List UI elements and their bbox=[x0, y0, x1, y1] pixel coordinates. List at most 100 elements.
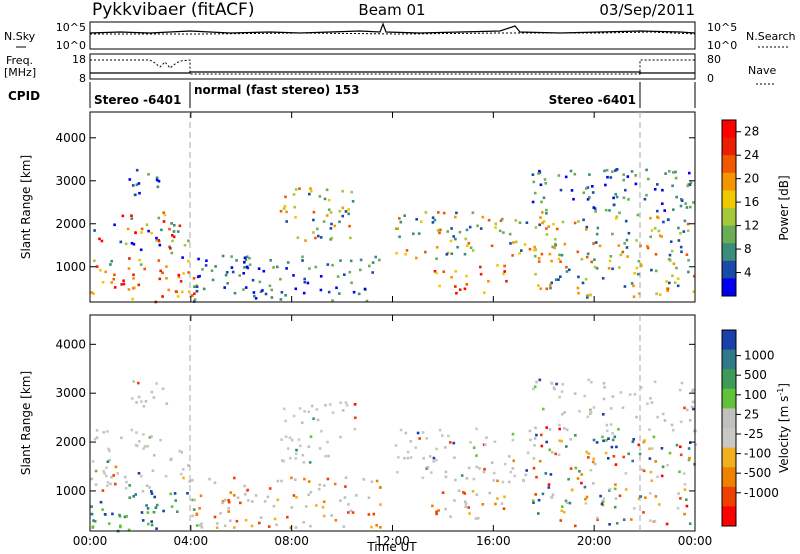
data-cell bbox=[301, 255, 304, 259]
data-cell bbox=[683, 488, 687, 491]
data-cell bbox=[130, 217, 134, 220]
data-cell bbox=[245, 255, 249, 259]
data-cell bbox=[631, 459, 634, 463]
data-cell bbox=[396, 227, 399, 231]
data-cell bbox=[560, 509, 564, 513]
data-cell bbox=[550, 496, 553, 499]
data-cell bbox=[150, 492, 154, 495]
data-cell bbox=[127, 288, 131, 291]
data-cell bbox=[221, 254, 225, 258]
data-cell bbox=[319, 288, 323, 292]
data-cell bbox=[463, 500, 467, 503]
data-cell bbox=[406, 450, 410, 454]
cpid-label: CPID bbox=[8, 89, 40, 103]
data-cell bbox=[537, 172, 540, 175]
data-cell bbox=[318, 195, 322, 198]
data-cell bbox=[252, 291, 256, 294]
data-cell bbox=[639, 262, 643, 266]
data-cell bbox=[650, 229, 654, 232]
data-cell bbox=[442, 211, 446, 215]
data-cell bbox=[533, 245, 536, 249]
data-cell bbox=[139, 248, 143, 252]
data-cell bbox=[502, 507, 506, 510]
data-cell bbox=[235, 259, 238, 262]
data-cell bbox=[251, 500, 254, 503]
sky-tick-top-left: 10^5 bbox=[56, 21, 86, 34]
velocity-xlabel: Time UT bbox=[366, 540, 417, 554]
data-cell bbox=[141, 490, 145, 493]
data-cell bbox=[494, 502, 497, 506]
data-cell bbox=[520, 249, 523, 252]
data-cell bbox=[314, 265, 318, 269]
data-cell bbox=[678, 388, 682, 392]
data-cell bbox=[124, 242, 128, 246]
data-cell bbox=[545, 227, 548, 230]
nave-tick-bottom: 0 bbox=[707, 72, 714, 85]
data-cell bbox=[653, 227, 657, 230]
data-cell bbox=[540, 252, 544, 256]
colorbar-tick-label: 25 bbox=[744, 407, 759, 421]
data-cell bbox=[593, 258, 596, 261]
data-cell bbox=[496, 264, 499, 267]
data-cell bbox=[619, 253, 623, 257]
data-cell bbox=[613, 435, 617, 439]
data-cell bbox=[192, 508, 196, 511]
data-cell bbox=[592, 438, 596, 442]
data-cell bbox=[273, 517, 277, 521]
data-cell bbox=[152, 454, 156, 457]
data-cell bbox=[284, 195, 287, 199]
data-cell bbox=[173, 492, 177, 495]
data-cell bbox=[558, 423, 561, 427]
data-cell bbox=[325, 188, 329, 192]
data-cell bbox=[110, 476, 113, 479]
data-cell bbox=[464, 505, 467, 508]
data-cell bbox=[353, 427, 357, 431]
data-cell bbox=[421, 431, 425, 434]
velocity-panel: 1000 2000 3000 4000 00:00 04:00 08:00 12:00 16:… bbox=[19, 314, 712, 554]
velocity-ylabel: Slant Range [km] bbox=[19, 371, 33, 475]
data-cell bbox=[435, 512, 438, 516]
colorbar-tick-label: -100 bbox=[744, 447, 771, 461]
data-cell bbox=[643, 197, 647, 201]
data-cell bbox=[284, 419, 287, 423]
data-cell bbox=[529, 438, 532, 442]
velocity-y-axis: 1000 2000 3000 4000 bbox=[55, 337, 695, 498]
data-cell bbox=[609, 176, 613, 179]
data-cell bbox=[613, 505, 617, 509]
sky-tick-bottom-left: 10^0 bbox=[56, 39, 86, 52]
data-cell bbox=[482, 470, 486, 474]
data-cell bbox=[312, 231, 315, 234]
data-cell bbox=[608, 487, 612, 491]
y-tick-label: 1000 bbox=[55, 260, 86, 274]
data-cell bbox=[433, 218, 437, 222]
data-cell bbox=[457, 489, 461, 492]
data-cell bbox=[657, 229, 661, 233]
data-cell bbox=[624, 472, 628, 475]
data-cell bbox=[338, 209, 342, 213]
data-cell bbox=[243, 261, 246, 264]
data-cell bbox=[258, 280, 262, 284]
data-cell bbox=[592, 206, 596, 209]
data-cell bbox=[543, 178, 547, 181]
data-cell bbox=[116, 472, 119, 475]
data-cell bbox=[167, 288, 170, 292]
data-cell bbox=[295, 448, 298, 452]
data-cell bbox=[119, 525, 122, 529]
data-cell bbox=[688, 456, 691, 460]
data-cell bbox=[642, 469, 646, 473]
data-cell bbox=[670, 423, 674, 427]
data-cell bbox=[187, 271, 190, 274]
data-cell bbox=[229, 491, 233, 494]
data-cell bbox=[541, 211, 544, 214]
data-cell bbox=[589, 469, 593, 472]
data-cell bbox=[196, 275, 200, 279]
data-cell bbox=[554, 452, 557, 456]
data-cell bbox=[574, 434, 577, 437]
data-cell bbox=[101, 280, 105, 284]
data-cell bbox=[187, 464, 190, 467]
data-cell bbox=[307, 410, 311, 414]
sky-noise-panel: N.Sky 10^5 10^0 10^5 10^0 N.Search bbox=[4, 21, 796, 52]
data-cell bbox=[294, 216, 297, 219]
data-cell bbox=[107, 447, 110, 451]
data-cell bbox=[668, 170, 671, 173]
